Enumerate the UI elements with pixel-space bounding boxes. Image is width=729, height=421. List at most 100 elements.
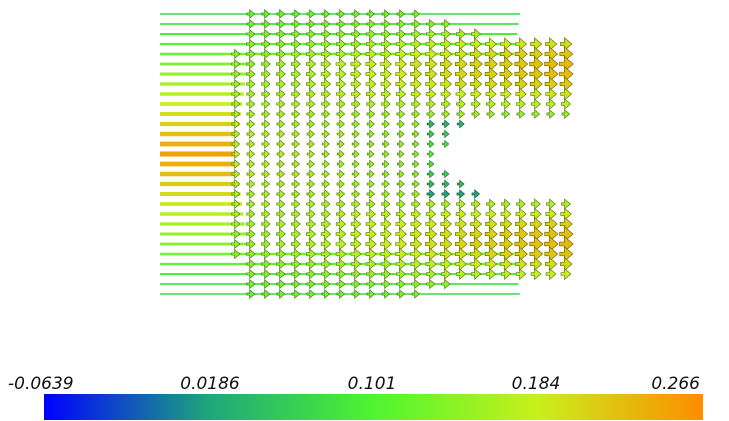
vector-arrow [366, 268, 376, 280]
vector-arrow [231, 108, 241, 120]
vector-arrow [351, 149, 360, 159]
vector-arrow [305, 248, 317, 260]
vector-arrow [499, 46, 513, 62]
vector-arrow [350, 247, 362, 261]
vector-arrow [559, 225, 574, 243]
vector-arrow [291, 248, 301, 260]
vector-arrow [426, 119, 435, 129]
vector-arrow [351, 198, 361, 210]
vector-arrow [425, 257, 437, 271]
vector-arrow [529, 236, 544, 252]
vector-arrow [514, 76, 528, 92]
vector-arrow [336, 198, 346, 210]
vector-arrow [485, 76, 498, 92]
vector-arrow [411, 129, 420, 139]
vector-arrow [261, 68, 271, 80]
vector-arrow [396, 98, 406, 110]
vector-arrow [427, 149, 435, 159]
vector-arrow [456, 109, 466, 119]
vector-arrow [231, 118, 241, 130]
vector-arrow [306, 198, 316, 210]
vector-arrow [365, 57, 377, 71]
vector-arrow [276, 38, 286, 50]
vector-arrow [306, 208, 316, 220]
vector-arrow [231, 228, 241, 240]
vector-arrow [381, 169, 390, 179]
vector-arrow [261, 9, 271, 19]
vector-arrow [351, 129, 360, 139]
vector-arrow [291, 28, 301, 40]
vector-arrow [261, 278, 271, 290]
vector-arrow [276, 208, 286, 220]
vector-arrow [276, 268, 286, 280]
vector-arrow [320, 218, 332, 230]
vector-arrow [261, 58, 271, 70]
vector-arrow [276, 68, 286, 80]
vector-arrow [336, 189, 346, 199]
vector-arrow [531, 109, 541, 119]
vector-arrow [291, 129, 300, 139]
vector-arrow [291, 9, 301, 19]
vector-arrow [470, 46, 483, 62]
vector-arrow [529, 66, 544, 82]
vector-arrow [321, 189, 331, 199]
vector-arrow [410, 88, 422, 100]
vector-arrow [561, 109, 571, 119]
vector-arrow [366, 159, 375, 169]
vector-arrow [350, 237, 362, 251]
vector-arrow [380, 67, 392, 81]
vector-arrow [529, 246, 544, 262]
vector-arrow [560, 87, 573, 101]
vector-arrow [441, 119, 450, 129]
vector-arrow [246, 58, 256, 70]
vector-arrow [559, 256, 573, 272]
vector-arrow [380, 88, 392, 100]
vector-arrow [412, 169, 420, 179]
vector-arrow [261, 48, 271, 60]
vector-arrow [351, 28, 361, 40]
vector-arrow [365, 38, 377, 50]
vector-arrow [336, 208, 346, 220]
vector-arrow [501, 198, 511, 210]
vector-arrow [411, 289, 420, 299]
vector-arrow [291, 18, 301, 30]
vector-arrow [514, 56, 529, 72]
vector-arrow [231, 129, 241, 139]
vector-arrow [246, 248, 256, 260]
vector-arrow [276, 88, 286, 100]
vector-arrow [544, 216, 558, 232]
vector-arrow [261, 198, 271, 210]
vector-arrow [395, 217, 407, 231]
vector-arrow [380, 47, 392, 61]
vector-arrow [469, 236, 483, 252]
vector-arrow [484, 56, 498, 72]
vector-arrow [380, 38, 392, 50]
vector-arrow [351, 179, 360, 189]
vector-arrow [366, 179, 375, 189]
vector-arrow [410, 247, 423, 261]
vector-arrow [426, 278, 436, 290]
vector-arrow [261, 159, 271, 169]
vector-arrow [291, 48, 301, 60]
vector-arrow [366, 139, 375, 149]
vector-arrow [365, 227, 377, 241]
vector-arrow [246, 179, 256, 189]
vector-arrow [291, 189, 301, 199]
vector-arrow [246, 9, 256, 19]
vector-arrow [440, 77, 453, 91]
vector-arrow [425, 247, 438, 261]
vector-arrow [231, 48, 241, 60]
vector-arrow [499, 236, 514, 252]
vector-arrow [335, 247, 347, 261]
vector-arrow [396, 119, 405, 129]
vector-arrow [306, 179, 316, 189]
vector-arrow [350, 57, 362, 71]
vector-glyphs [160, 9, 574, 300]
vector-arrow [231, 208, 241, 220]
vector-arrow [410, 47, 422, 61]
vector-arrow [440, 87, 452, 101]
vector-arrow [440, 268, 452, 280]
vector-arrow [261, 268, 271, 280]
vector-arrow [514, 226, 529, 242]
vector-arrow [425, 37, 437, 51]
